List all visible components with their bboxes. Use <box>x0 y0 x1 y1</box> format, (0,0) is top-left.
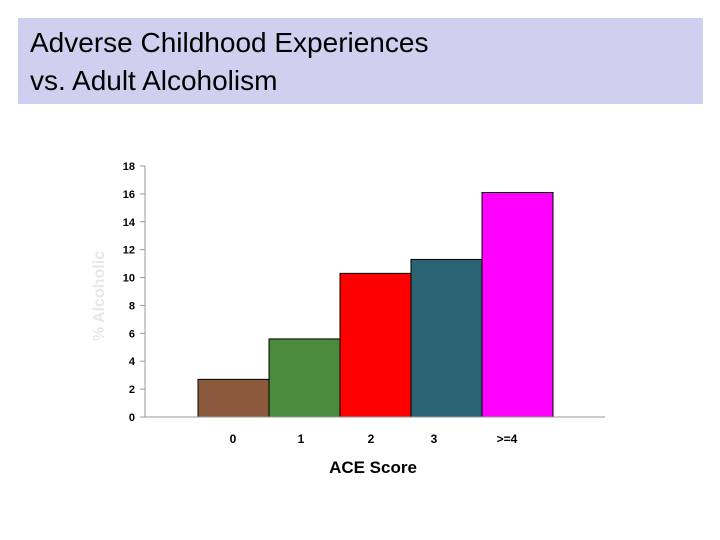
bar-0 <box>197 378 270 418</box>
title-banner: Adverse Childhood Experiences vs. Adult … <box>18 18 703 104</box>
y-tick-label: 14 <box>123 217 136 229</box>
bars-group <box>197 191 554 418</box>
bar-3 <box>410 258 483 418</box>
y-tick-label: 12 <box>123 245 135 257</box>
y-tick-label: 10 <box>123 273 135 285</box>
slide-title-line-2: vs. Adult Alcoholism <box>30 65 278 96</box>
y-tick-label: 6 <box>129 328 135 340</box>
x-tick-label: 2 <box>368 432 375 446</box>
y-tick-label: 8 <box>129 300 135 312</box>
x-tick-label: 0 <box>230 432 237 446</box>
x-axis-labels: 0 1 2 3 >=4 <box>230 432 518 446</box>
bar-2 <box>339 272 412 418</box>
y-axis-title: % Alcoholic <box>91 251 108 341</box>
slide-title-line-1: Adverse Childhood Experiences <box>30 27 429 58</box>
y-tick-label: 4 <box>129 356 136 368</box>
y-axis-ticks: 0 2 4 6 8 10 12 14 16 18 <box>123 161 145 424</box>
y-tick-label: 16 <box>123 189 135 201</box>
y-tick-label: 0 <box>129 412 135 424</box>
x-axis-title: ACE Score <box>329 458 417 477</box>
x-tick-label: 3 <box>431 432 438 446</box>
x-tick-label: >=4 <box>497 432 518 446</box>
y-tick-label: 2 <box>129 384 135 396</box>
bar-1 <box>268 338 341 418</box>
x-tick-label: 1 <box>298 432 305 446</box>
bar-4 <box>481 191 554 418</box>
y-tick-label: 18 <box>123 161 135 173</box>
